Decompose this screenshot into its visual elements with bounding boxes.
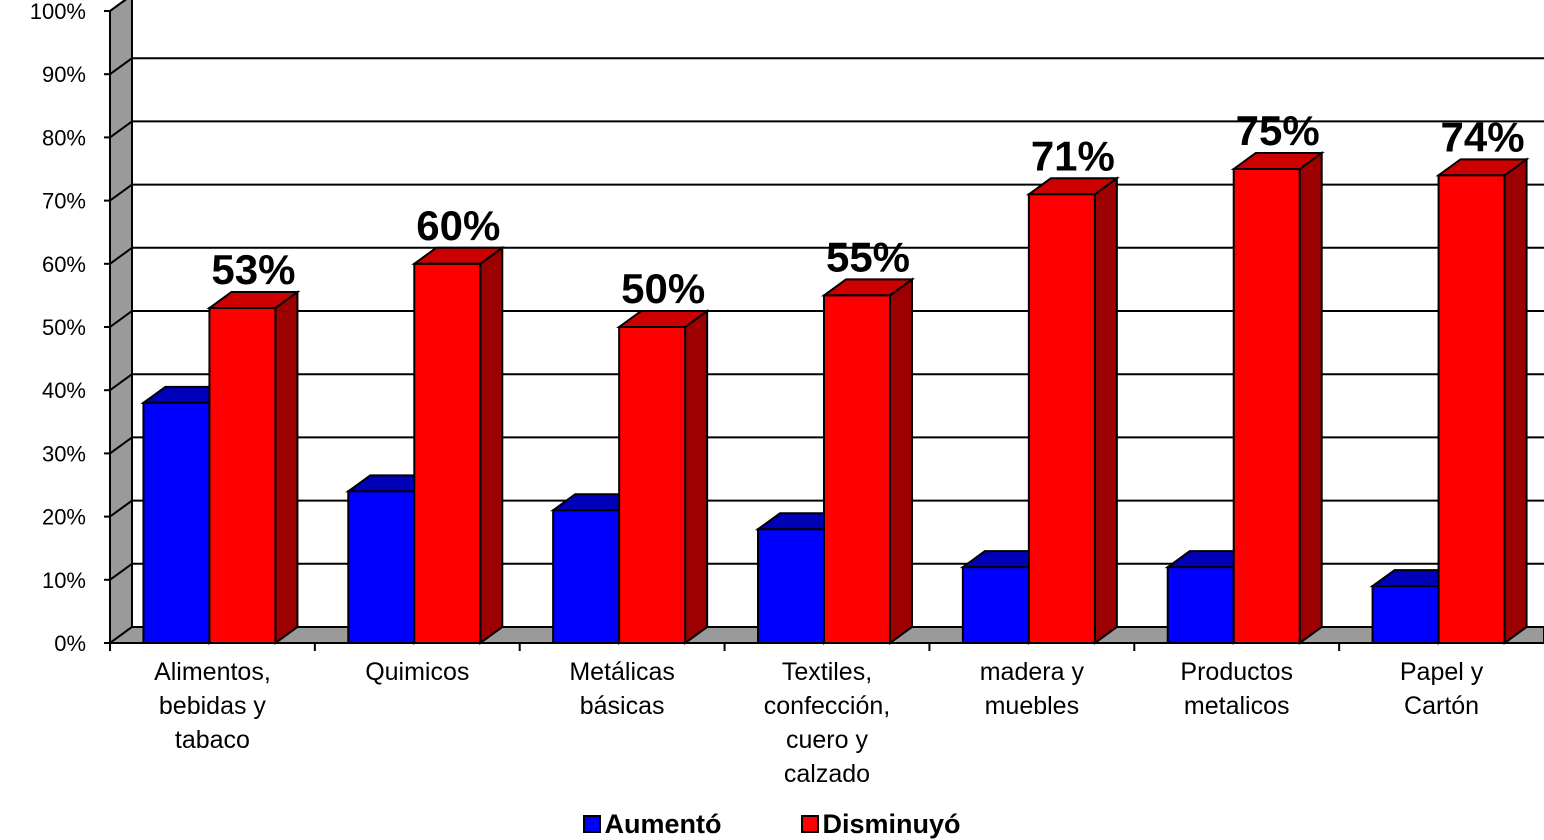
bar-side	[1298, 151, 1323, 645]
x-category-label-line: Metálicas	[569, 658, 675, 686]
y-tick-label: 60%	[42, 252, 86, 277]
legend: Aumentó Disminuyó	[0, 808, 1544, 840]
gridline-side	[109, 499, 133, 518]
gridline-side	[109, 57, 133, 76]
bar-front	[1232, 168, 1301, 644]
y-tick-label: 70%	[42, 189, 86, 214]
x-category-label-line: bebidas y	[159, 692, 267, 720]
gridline-side	[109, 0, 127, 12]
gridline-side	[109, 246, 133, 265]
y-tick-label: 50%	[42, 315, 86, 340]
bar-front	[208, 307, 277, 644]
bars	[140, 151, 1530, 645]
x-category-label-line: muebles	[985, 692, 1080, 720]
x-category-label: Alimentos, bebidas y tabaco	[154, 658, 271, 754]
bar-front	[1437, 174, 1506, 644]
x-category-label-line: tabaco	[175, 726, 250, 754]
data-label: 55%	[826, 233, 910, 280]
data-label: 60%	[416, 202, 500, 249]
bar-front	[142, 401, 211, 644]
data-label: 71%	[1031, 132, 1115, 179]
x-category-label-line: madera y	[980, 658, 1085, 686]
data-labels: 53% 60% 50% 55% 71% 75% 74%	[211, 107, 1524, 312]
legend-label-disminuyo: Disminuyó	[822, 808, 961, 839]
bar-disminuyo	[1435, 157, 1530, 645]
x-category-label-line: Papel y	[1400, 658, 1484, 686]
legend-swatch-disminuyo	[801, 815, 820, 833]
data-label: 75%	[1236, 107, 1320, 154]
bar-front	[618, 326, 687, 644]
bar-front	[1027, 193, 1096, 644]
bar-front	[757, 528, 825, 644]
bar-side	[274, 290, 299, 645]
x-category-label-line: Cartón	[1404, 692, 1479, 720]
x-category-label: madera y muebles	[980, 658, 1085, 720]
bar-front	[961, 566, 1030, 644]
data-label: 74%	[1441, 113, 1525, 160]
gridline-side	[109, 373, 133, 392]
gridline-side	[109, 436, 133, 455]
bar-chart: 0% 10% 20% 30% 40% 50% 60% 70% 80% 90% 100% 53% 60%…	[30, 0, 1544, 788]
bar-disminuyo	[411, 245, 506, 645]
bar-side	[889, 277, 913, 645]
data-label: 53%	[211, 246, 295, 293]
y-tick-label: 40%	[42, 378, 86, 403]
bar-front	[413, 262, 482, 644]
legend-item-aumento: Aumentó	[583, 809, 721, 840]
bar-disminuyo	[616, 309, 711, 645]
y-tick-label: 90%	[42, 62, 86, 87]
bar-side	[479, 245, 504, 645]
data-label: 50%	[621, 265, 705, 312]
bar-front	[552, 509, 621, 644]
x-axis-labels: Alimentos, bebidas y tabaco Quimicos Metálic…	[109, 643, 1484, 788]
x-category-label-line: Textiles,	[782, 658, 872, 686]
gridline-side	[109, 562, 133, 581]
x-category-label-line: cuero y	[786, 726, 868, 754]
y-tick-label: 10%	[42, 568, 86, 593]
bar-front	[1371, 585, 1440, 644]
x-category-label: Textiles, confección, cuero y calzado	[764, 658, 890, 788]
y-tick-label: 0%	[54, 631, 86, 656]
x-category-label: Productos metalicos	[1180, 658, 1293, 720]
bar-side	[1503, 157, 1528, 645]
legend-item-disminuyo: Disminuyó	[801, 808, 961, 840]
x-category-label: Papel y Cartón	[1400, 658, 1484, 720]
bar-front	[823, 294, 891, 644]
legend-label-aumento: Aumentó	[604, 808, 722, 839]
bar-disminuyo	[820, 277, 916, 645]
y-tick-label: 30%	[42, 441, 86, 466]
gridline-side	[109, 183, 133, 202]
bar-disminuyo	[1025, 176, 1120, 645]
gridline-side	[109, 120, 133, 139]
bar-front	[1166, 566, 1235, 644]
gridline-side	[109, 310, 133, 328]
bar-side	[684, 309, 709, 645]
bar-front	[347, 490, 416, 644]
x-category-label: Metálicas básicas	[569, 658, 675, 720]
y-tick-label: 100%	[30, 0, 86, 24]
x-category-label-line: Quimicos	[365, 658, 469, 686]
y-tick-label: 20%	[42, 505, 86, 530]
bar-side	[1093, 176, 1118, 645]
y-tick-label: 80%	[42, 125, 86, 150]
side-wall	[109, 0, 133, 645]
x-category-label-line: Alimentos,	[154, 658, 271, 686]
x-category-label-line: calzado	[784, 760, 870, 788]
x-category-label-line: confección,	[764, 692, 890, 720]
x-category-label-line: básicas	[580, 692, 665, 720]
x-category-label-line: metalicos	[1184, 692, 1290, 720]
x-category-label: Quimicos	[365, 658, 469, 686]
y-axis-ticks: 0% 10% 20% 30% 40% 50% 60% 70% 80% 90% 100%	[30, 0, 1544, 656]
bar-disminuyo	[206, 290, 301, 645]
bar-disminuyo	[1230, 151, 1325, 645]
legend-swatch-aumento	[583, 815, 602, 833]
x-category-label-line: Productos	[1180, 658, 1293, 686]
